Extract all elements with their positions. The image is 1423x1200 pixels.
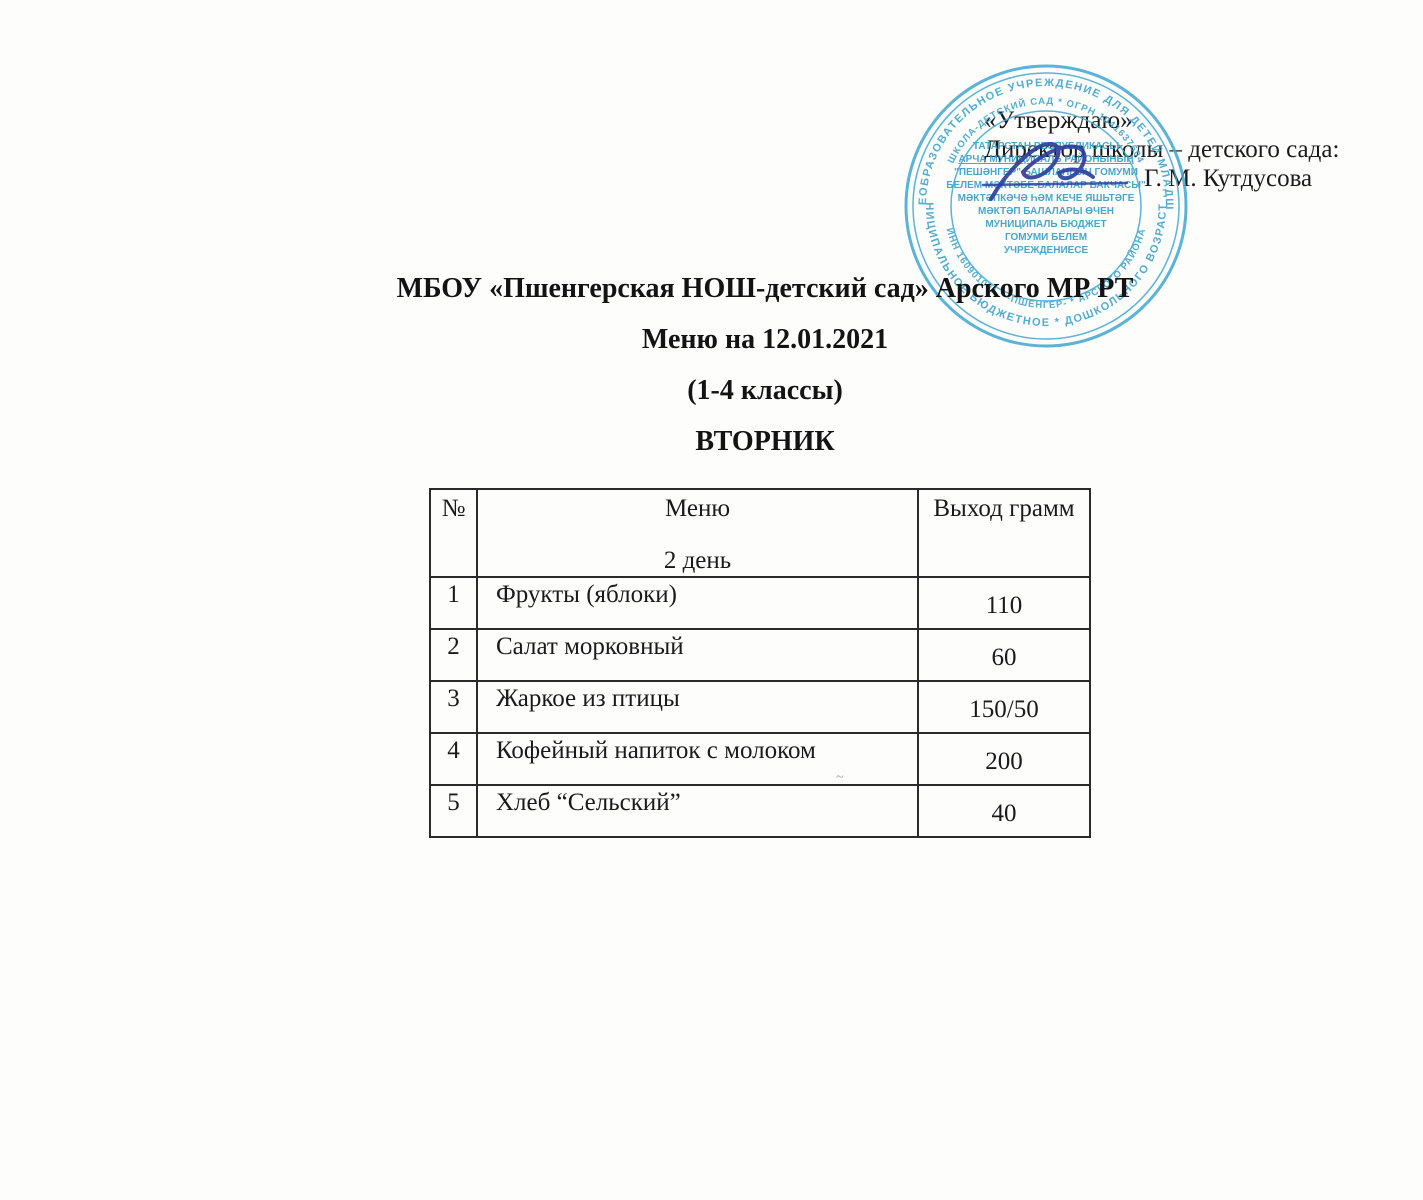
row-number: 2 [429, 628, 478, 682]
school-title: МБОУ «Пшенгерская НОШ-детский сад» Арско… [396, 273, 1134, 304]
director-signature [981, 142, 1129, 201]
table-row: 5 Хлеб “Сельский” 40 [429, 784, 1091, 838]
table-row: 2 Салат морковный 60 [429, 628, 1091, 682]
table-row: 4 Кофейный напиток с молоком 200 [429, 732, 1091, 786]
dish-weight: 60 [917, 628, 1091, 682]
dish-name: Салат морковный [476, 628, 919, 682]
svg-text:ГОМУМИ БЕЛЕМ: ГОМУМИ БЕЛЕМ [1005, 232, 1087, 243]
dish-weight: 200 [917, 732, 1091, 786]
signature-line [981, 181, 1129, 187]
scan-smudge-mark: ~ [836, 770, 844, 785]
classes-title: (1-4 классы) [687, 375, 843, 406]
dish-weight: 40 [917, 784, 1091, 838]
svg-text:АРЧА МУНИЦИПАЛЬ РАЙОНЫНЫҢ: АРЧА МУНИЦИПАЛЬ РАЙОНЫНЫҢ [958, 152, 1134, 165]
stamp-outer-ring [904, 64, 1188, 348]
stamp-inner-ring [950, 110, 1142, 302]
dish-name: Кофейный напиток с молоком [476, 732, 919, 786]
column-header-weight: Выход грамм [917, 488, 1091, 578]
dish-name: Хлеб “Сельский” [476, 784, 919, 838]
table-row: 3 Жаркое из птицы 150/50 [429, 680, 1091, 734]
approval-director-name: Г. М. Кутдусова [1144, 165, 1313, 192]
svg-text:УЧРЕЖДЕНИЕСЕ: УЧРЕЖДЕНИЕСЕ [1004, 245, 1089, 256]
menu-table-body: 1 Фрукты (яблоки) 110 2 Салат морковный 60 3 Жа… [429, 576, 1091, 838]
table-row: 1 Фрукты (яблоки) 110 [429, 576, 1091, 630]
svg-text:БЕЛЕМ МӘКТӘБЕ-БАЛАЛАР БАКЧАСЫ": БЕЛЕМ МӘКТӘБЕ-БАЛАЛАР БАКЧАСЫ" [946, 180, 1146, 191]
document-titles: МБОУ «Пшенгерская НОШ-детский сад» Арско… [107, 274, 1423, 478]
dish-name: Фрукты (яблоки) [476, 576, 919, 630]
school-stamp-seal: ОБЩЕОБРАЗОВАТЕЛЬНОЕ УЧРЕЖДЕНИЕ ДЛЯ ДЕТЕЙ… [904, 64, 1188, 348]
dish-weight: 150/50 [917, 680, 1091, 734]
svg-text:ТАТАРСТАН РЕСПУБЛИКАСЫ: ТАТАРСТАН РЕСПУБЛИКАСЫ [973, 141, 1119, 152]
menu-date-title: Меню на 12.01.2021 [641, 324, 889, 355]
svg-text:МӘКТӘПКӘЧӘ ҺӘМ КЕЧЕ ЯШЬТӘГЕ: МӘКТӘПКӘЧӘ ҺӘМ КЕЧЕ ЯШЬТӘГЕ [958, 193, 1135, 204]
row-number: 1 [429, 576, 478, 630]
column-header-menu: Меню 2 день [476, 488, 919, 578]
menu-table-header-row: № Меню 2 день Выход грамм [429, 488, 1091, 578]
svg-text:МУНИЦИПАЛЬ БЮДЖЕТ: МУНИЦИПАЛЬ БЮДЖЕТ [985, 219, 1106, 230]
dish-name: Жаркое из птицы [476, 680, 919, 734]
stamp-second-ring [912, 72, 1180, 340]
menu-header-label: Меню [664, 495, 731, 522]
row-number: 5 [429, 784, 478, 838]
menu-header-day-label: 2 день [663, 547, 732, 574]
row-number: 3 [429, 680, 478, 734]
row-number: 4 [429, 732, 478, 786]
signature-stroke [989, 142, 1095, 201]
column-header-number: № [429, 488, 478, 578]
svg-text:МӘКТӘП БАЛАЛАРЫ ӨЧЕН: МӘКТӘП БАЛАЛАРЫ ӨЧЕН [978, 206, 1114, 217]
weekday-title: ВТОРНИК [695, 426, 835, 457]
dish-weight: 110 [917, 576, 1091, 630]
menu-table: № Меню 2 день Выход грамм 1 Фрукты (яблок… [429, 488, 1091, 838]
